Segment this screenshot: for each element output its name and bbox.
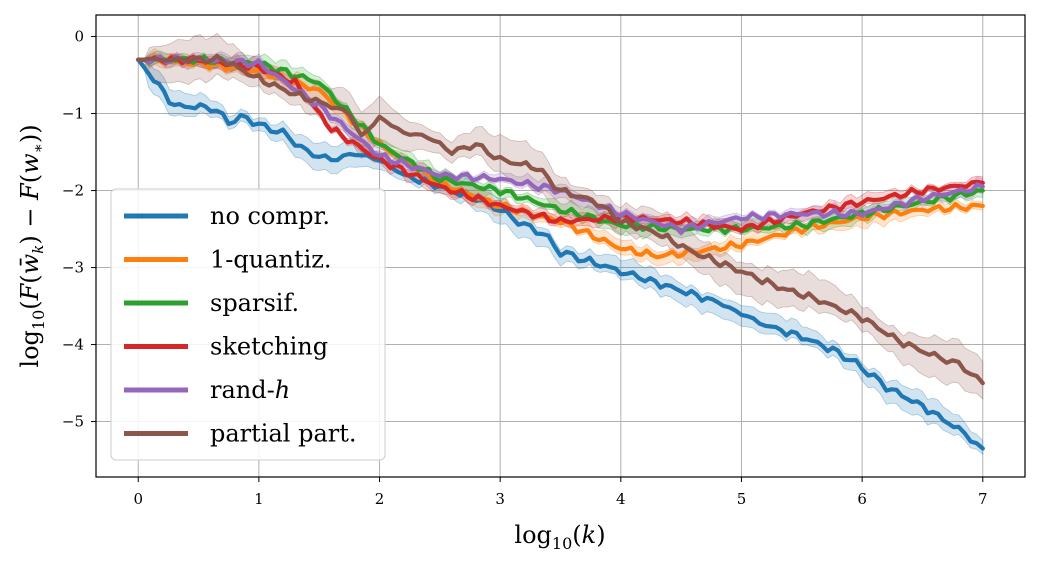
series-lines	[136, 53, 985, 451]
y-tick-label: −1	[62, 105, 84, 123]
legend-label-rand-h: rand-h	[210, 376, 290, 404]
x-tick-label: 0	[133, 490, 143, 508]
x-tick-label: 5	[737, 490, 747, 508]
legend-label-sparsif: sparsif.	[210, 289, 299, 317]
y-tick-label: −2	[62, 182, 84, 200]
plot-frame	[95, 14, 1026, 478]
y-tick-label: 0	[74, 28, 84, 46]
x-tick-label: 1	[254, 490, 264, 508]
x-tick-label: 7	[978, 490, 988, 508]
y-tick-label: −4	[62, 336, 84, 354]
legend-label-partial-part: partial part.	[210, 420, 357, 448]
y-axis-title: log10(F(w̄k) − F(w∗))	[16, 124, 48, 367]
legend-label-1-quantiz: 1-quantiz.	[210, 246, 332, 274]
x-tick-label: 6	[857, 490, 867, 508]
legend-label-no-compr: no compr.	[210, 202, 330, 230]
y-tick-label: −5	[62, 413, 84, 431]
x-axis-title: log10(k)	[514, 521, 605, 553]
tick-labels: 0 1 2 3 4 5 6 7 0 −1 −2 −3 −4 −5	[62, 28, 988, 508]
legend: no compr. 1-quantiz. sparsif. sketching rand…	[110, 188, 386, 461]
legend-label-sketching: sketching	[210, 333, 328, 361]
line-partial-part	[136, 53, 985, 386]
x-tick-label: 2	[375, 490, 385, 508]
x-tick-label: 4	[616, 490, 626, 508]
x-tick-label: 3	[495, 490, 505, 508]
y-tick-label: −3	[62, 259, 84, 277]
line-no-compr	[136, 57, 985, 451]
